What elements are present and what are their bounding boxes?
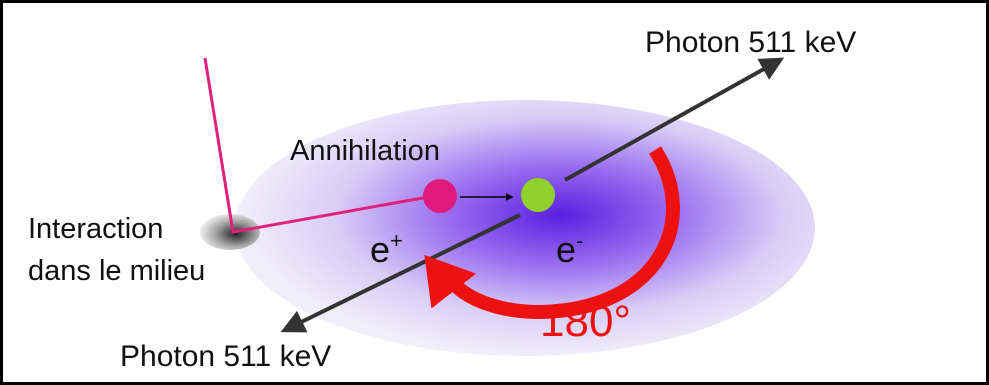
interaction-label: dans le milieu: [28, 255, 205, 287]
diagram: Photon 511 keV Photon 511 keV Annihilati…: [0, 0, 989, 385]
charge: +: [390, 228, 403, 253]
interaction-label: Interaction: [28, 213, 163, 245]
charge: -: [576, 228, 583, 253]
photon-label: Photon 511 keV: [645, 26, 856, 59]
angle-label: 180°: [540, 297, 631, 346]
electron: [521, 178, 555, 212]
symbol: e: [556, 229, 576, 270]
positron: [423, 179, 457, 213]
photon-label: Photon 511 keV: [120, 340, 331, 373]
annihilation-label: Annihilation: [290, 135, 440, 167]
symbol: e: [370, 229, 390, 270]
